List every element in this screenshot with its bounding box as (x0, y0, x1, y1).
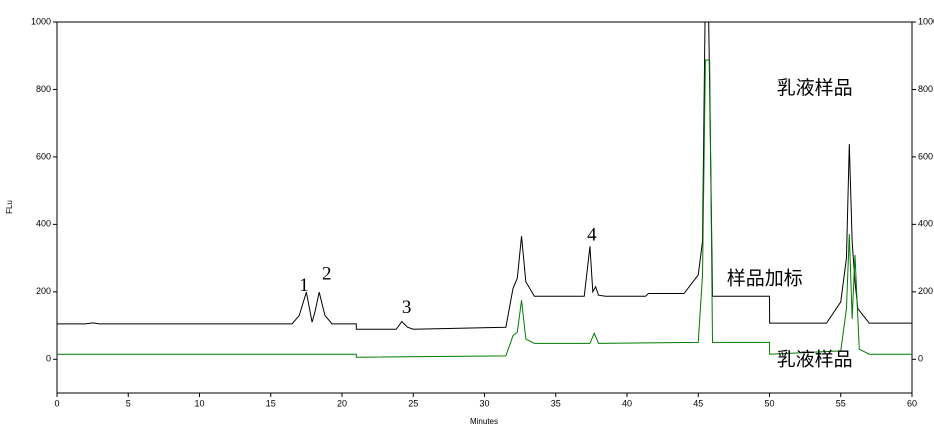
trace-line (57, 22, 912, 330)
y-axis-label: FLu (5, 200, 14, 214)
x-tick-label: 50 (764, 398, 774, 408)
y-tick-label: 600 (36, 151, 51, 161)
x-tick-label: 10 (194, 398, 204, 408)
y-tick-label: 400 (36, 219, 51, 229)
traces (57, 22, 912, 358)
trace-line (57, 59, 912, 358)
x-tick-label: 55 (836, 398, 846, 408)
x-tick-label: 40 (622, 398, 632, 408)
annotation: 4 (587, 225, 597, 246)
annotation: 乳液样品 (777, 77, 853, 99)
x-tick-label: 60 (907, 398, 917, 408)
y-tick-label: 0 (46, 354, 51, 364)
x-tick-label: 0 (54, 398, 59, 408)
x-axis-label: Minutes (470, 417, 498, 426)
x-tick-label: 5 (126, 398, 131, 408)
y-tick-label: 1000 (31, 16, 51, 26)
annotation: 2 (322, 263, 332, 284)
y2-tick-label: 400 (918, 219, 933, 229)
annotation: 样品加标 (727, 267, 803, 289)
annotation: 3 (402, 297, 412, 318)
x-tick-label: 15 (266, 398, 276, 408)
y2-tick-label: 800 (918, 84, 933, 94)
x-tick-label: 25 (408, 398, 418, 408)
annotation: 1 (299, 275, 309, 296)
x-tick-label: 45 (693, 398, 703, 408)
y-tick-label: 200 (36, 286, 51, 296)
annotation: 乳液样品 (777, 348, 853, 370)
y2-tick-label: 600 (918, 151, 933, 161)
y2-tick-label: 0 (918, 354, 923, 364)
x-tick-label: 30 (479, 398, 489, 408)
y2-tick-label: 1000 (918, 16, 934, 26)
y-tick-label: 800 (36, 84, 51, 94)
x-tick-label: 35 (551, 398, 561, 408)
x-tick-label: 20 (337, 398, 347, 408)
y2-tick-label: 200 (918, 286, 933, 296)
